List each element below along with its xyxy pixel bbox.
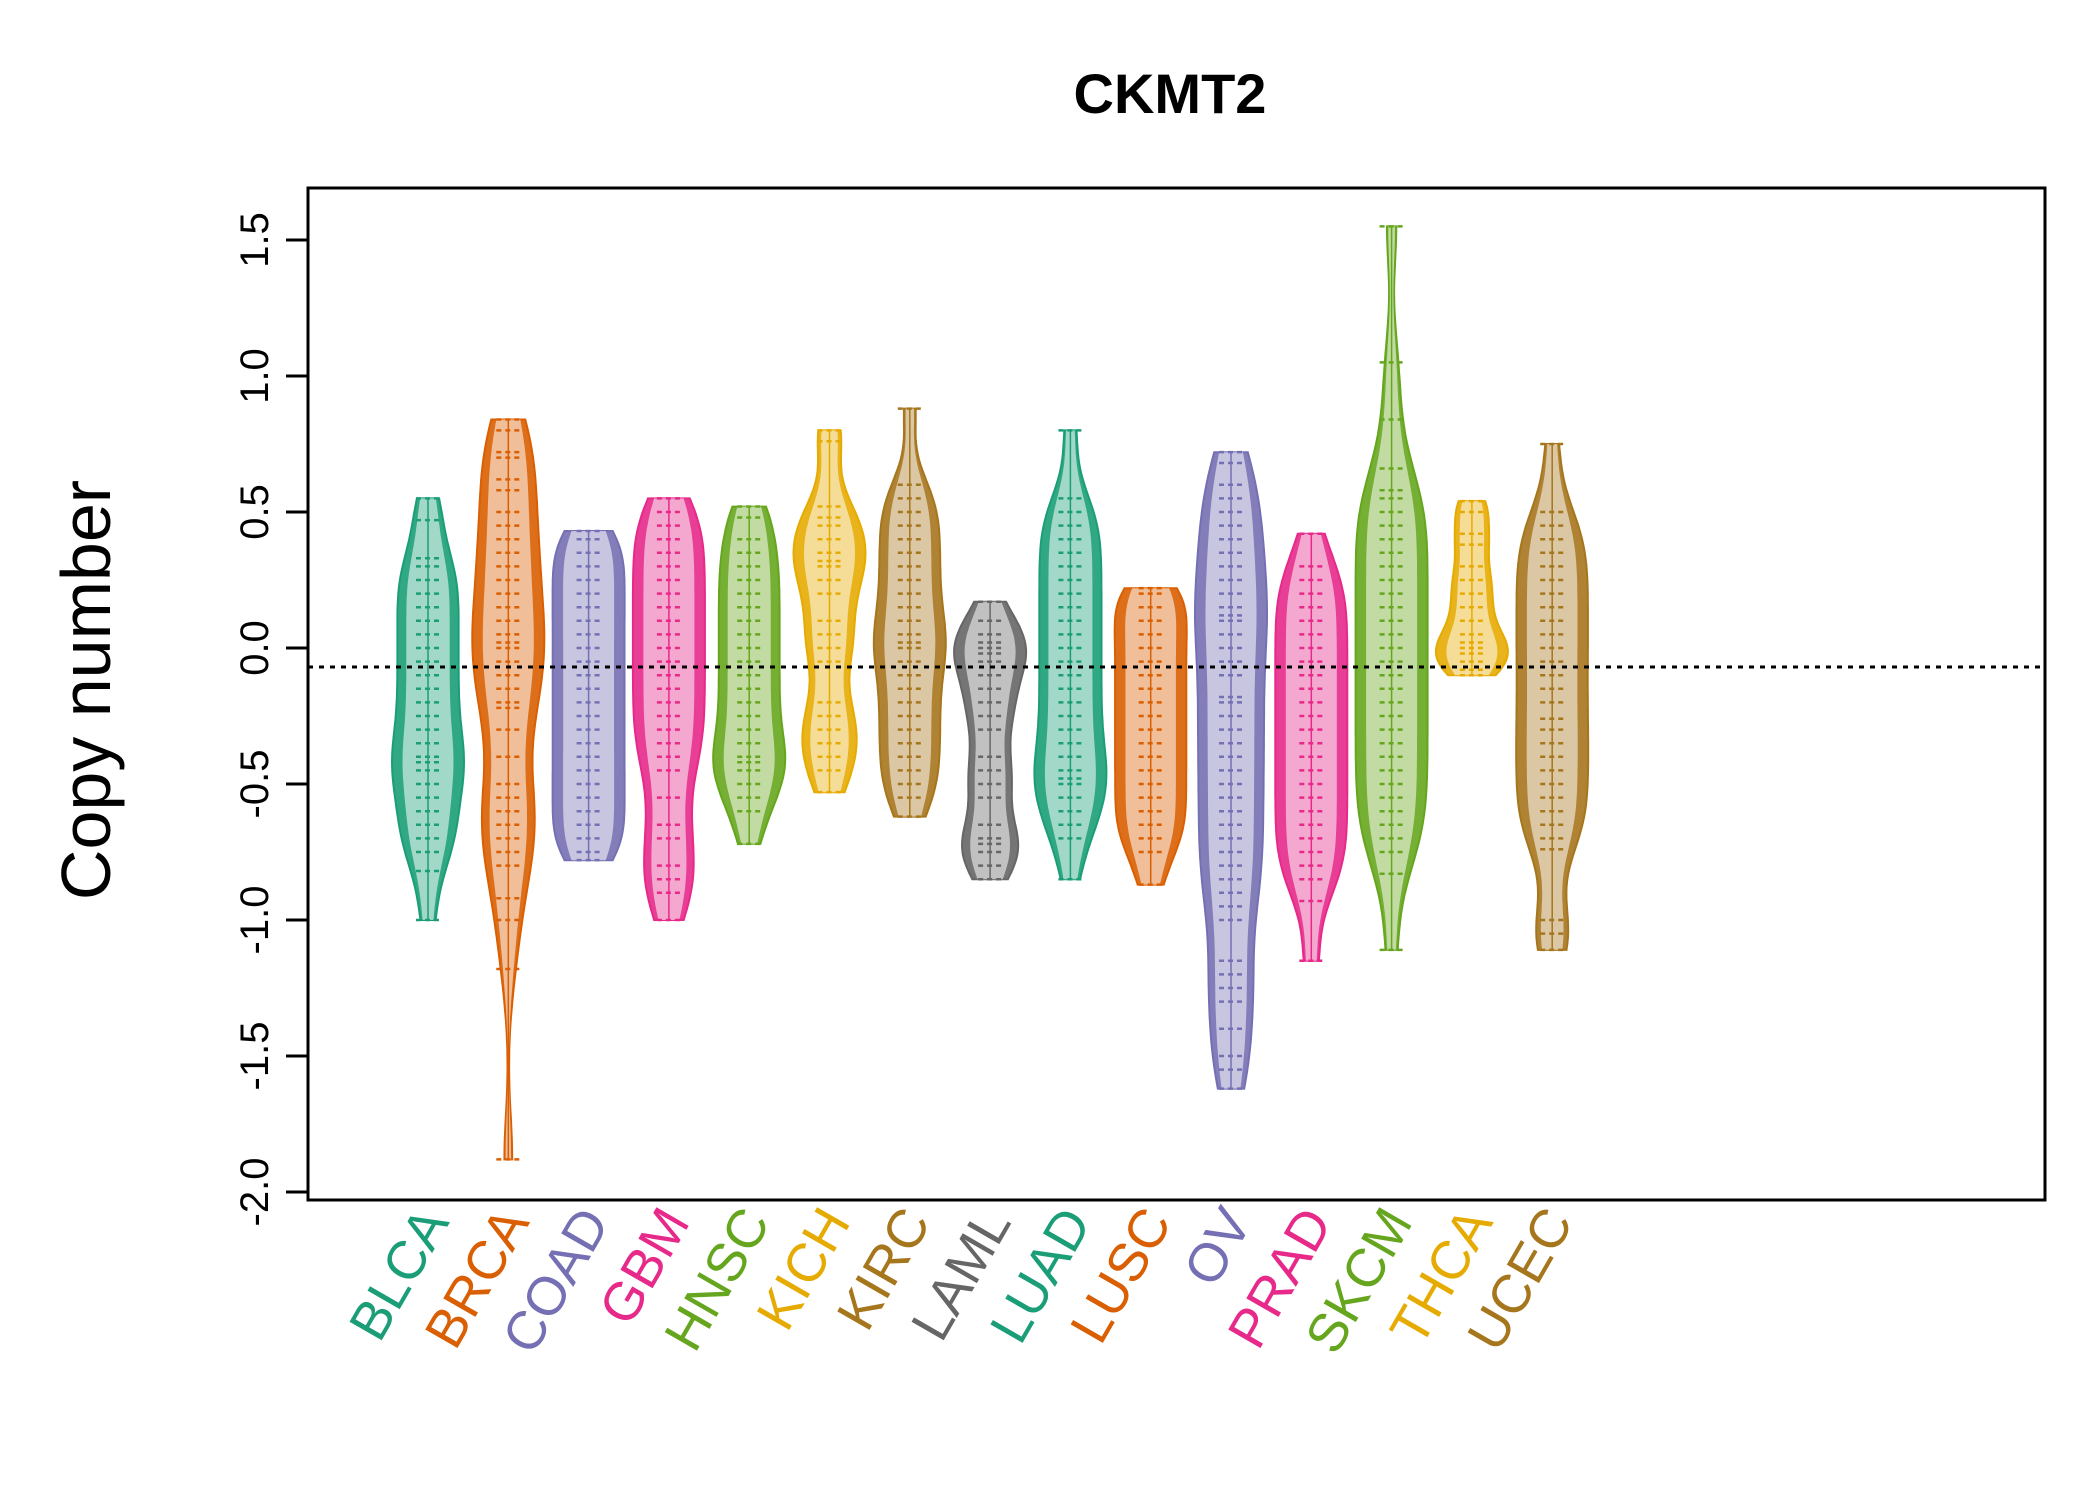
bean-luad [1033, 429, 1108, 881]
y-tick-label: 0.0 [233, 620, 277, 676]
bean-ucec [1515, 442, 1590, 952]
bean-brca [471, 418, 546, 1161]
bean-thca [1434, 499, 1509, 677]
chart-title: CKMT2 [1074, 62, 1267, 125]
y-tick-label: 1.0 [233, 348, 277, 404]
y-axis: 1.5 1.0 0.5 0.0 -0.5 -1.0 -1.5 -2.0 [233, 212, 310, 1227]
bean-prad [1274, 532, 1349, 963]
plot-frame [306, 186, 2047, 1202]
y-axis-label: Copy number [47, 480, 125, 900]
y-tick-label: -1.5 [233, 1022, 277, 1091]
bean-kich [792, 429, 867, 794]
bean-gbm [631, 497, 706, 922]
bean-hnsc [712, 505, 787, 846]
y-tick-label: -1.0 [233, 886, 277, 955]
y-tick-label: -0.5 [233, 750, 277, 819]
beans-layer [390, 225, 1590, 1161]
bean-skcm [1354, 225, 1429, 952]
x-axis: BLCABRCACOADGBMHNSCKICHKIRCLAMLLUADLUSCO… [338, 1198, 1585, 1363]
bean-laml [953, 600, 1028, 881]
bean-kirc [872, 407, 947, 818]
bean-coad [551, 529, 626, 862]
bean-lusc [1113, 586, 1188, 886]
bean-ov [1194, 450, 1268, 1090]
y-tick-label: 0.5 [233, 484, 277, 540]
y-tick-label: 1.5 [233, 212, 277, 268]
y-tick-label: -2.0 [233, 1158, 277, 1227]
bean-blca [390, 497, 466, 922]
